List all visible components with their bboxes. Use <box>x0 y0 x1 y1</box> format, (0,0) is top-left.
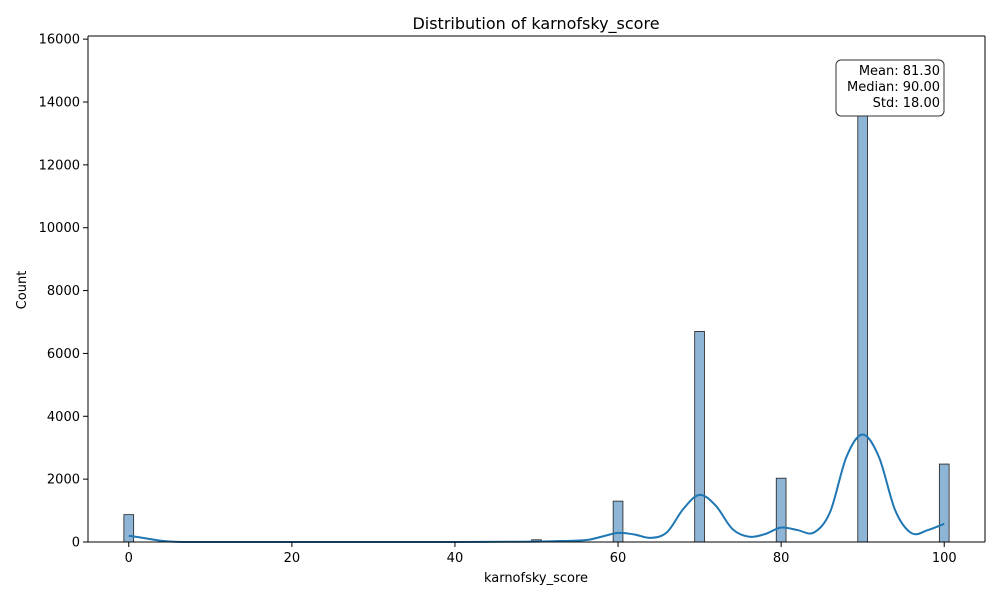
y-tick-label: 14000 <box>39 96 80 111</box>
histogram-bar-0 <box>123 514 135 543</box>
kde-curve <box>128 433 945 544</box>
x-tick-label: 80 <box>773 551 790 566</box>
chart-title: Distribution of karnofsky_score <box>412 14 659 34</box>
stats-box-frame <box>835 59 945 117</box>
bars-layer <box>123 63 950 543</box>
x-tick-label: 0 <box>125 551 133 566</box>
kde-layer <box>128 433 945 544</box>
x-tick-label: 40 <box>447 551 464 566</box>
y-tick-label: 0 <box>72 536 80 551</box>
histogram-bar-3 <box>694 331 705 543</box>
stats-line-0: Mean: 81.30 <box>859 64 940 79</box>
y-tick-label: 10000 <box>39 221 80 236</box>
x-axis-title: karnofsky_score <box>484 571 588 586</box>
axes-layer: 0 20 40 60 80 100 0 2000 4000 6000 8000 10000 12000 1… <box>39 33 986 566</box>
y-axis-title: Count <box>15 271 30 310</box>
x-tick-label: 60 <box>610 551 627 566</box>
stats-line-1: Median: 90.00 <box>847 80 940 95</box>
x-tick-label: 100 <box>932 551 957 566</box>
histogram-bar-6 <box>938 463 950 543</box>
y-tick-label: 12000 <box>39 158 80 173</box>
y-tick-label: 6000 <box>47 347 80 362</box>
y-tick-label: 8000 <box>47 284 80 299</box>
x-tick-label: 20 <box>284 551 301 566</box>
y-tick-label: 16000 <box>39 33 80 48</box>
histogram-bar-2 <box>612 500 624 543</box>
stats-line-2: Std: 18.00 <box>873 96 940 111</box>
histogram-bar-4 <box>775 477 787 543</box>
histogram-bar-5 <box>857 63 868 543</box>
y-tick-label: 4000 <box>47 410 80 425</box>
y-tick-label: 2000 <box>47 473 80 488</box>
